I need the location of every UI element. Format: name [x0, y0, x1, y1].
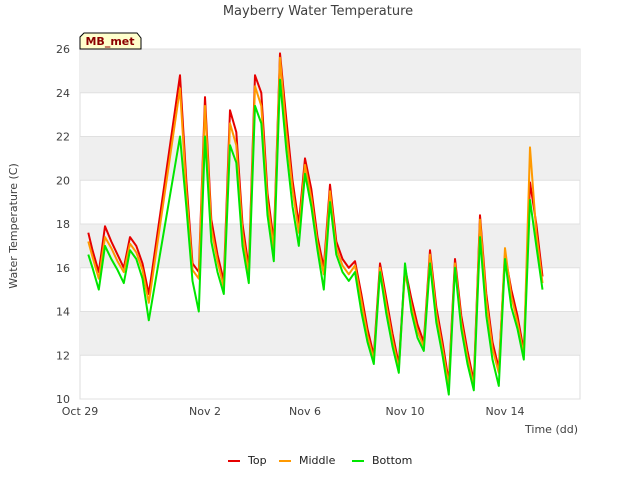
grid-band — [80, 311, 580, 356]
legend-label: Top — [247, 454, 267, 467]
chart-title: Mayberry Water Temperature — [223, 4, 413, 19]
y-tick-label: 20 — [56, 174, 70, 187]
series-line-bottom — [87, 78, 544, 396]
grid-band — [80, 136, 580, 181]
legend-item-top: Top — [228, 454, 267, 467]
site-badge-label: MB_met — [85, 35, 134, 48]
y-tick-label: 14 — [56, 306, 70, 319]
x-tick-label: Nov 14 — [486, 405, 525, 418]
x-tick-label: Oct 29 — [62, 405, 99, 418]
y-axis-label: Water Temperature (C) — [7, 163, 20, 288]
legend-item-middle: Middle — [279, 454, 336, 467]
series-lines — [87, 52, 544, 396]
site-badge: MB_met — [79, 32, 142, 50]
grid-band — [80, 49, 580, 93]
y-tick-label: 24 — [56, 87, 70, 100]
x-tick-label: Nov 10 — [386, 405, 425, 418]
legend-label: Bottom — [372, 454, 412, 467]
y-axis-ticks: 10 12 14 16 18 20 22 24 26 — [56, 43, 70, 406]
y-tick-label: 18 — [56, 218, 70, 231]
plot-background-bands — [79, 48, 581, 400]
legend-item-bottom: Bottom — [352, 454, 412, 467]
legend-label: Middle — [299, 454, 336, 467]
x-axis-label: Time (dd) — [524, 423, 578, 436]
x-tick-label: Nov 6 — [289, 405, 321, 418]
x-tick-label: Nov 2 — [189, 405, 221, 418]
site-badge-box — [79, 32, 142, 50]
y-tick-label: 16 — [56, 262, 70, 275]
legend: Top Middle Bottom — [228, 454, 412, 467]
y-tick-label: 12 — [56, 349, 70, 362]
y-tick-label: 10 — [56, 393, 70, 406]
x-axis-ticks: Oct 29 Nov 2 Nov 6 Nov 10 Nov 14 — [62, 405, 525, 418]
y-tick-label: 26 — [56, 43, 70, 56]
y-tick-label: 22 — [56, 131, 70, 144]
